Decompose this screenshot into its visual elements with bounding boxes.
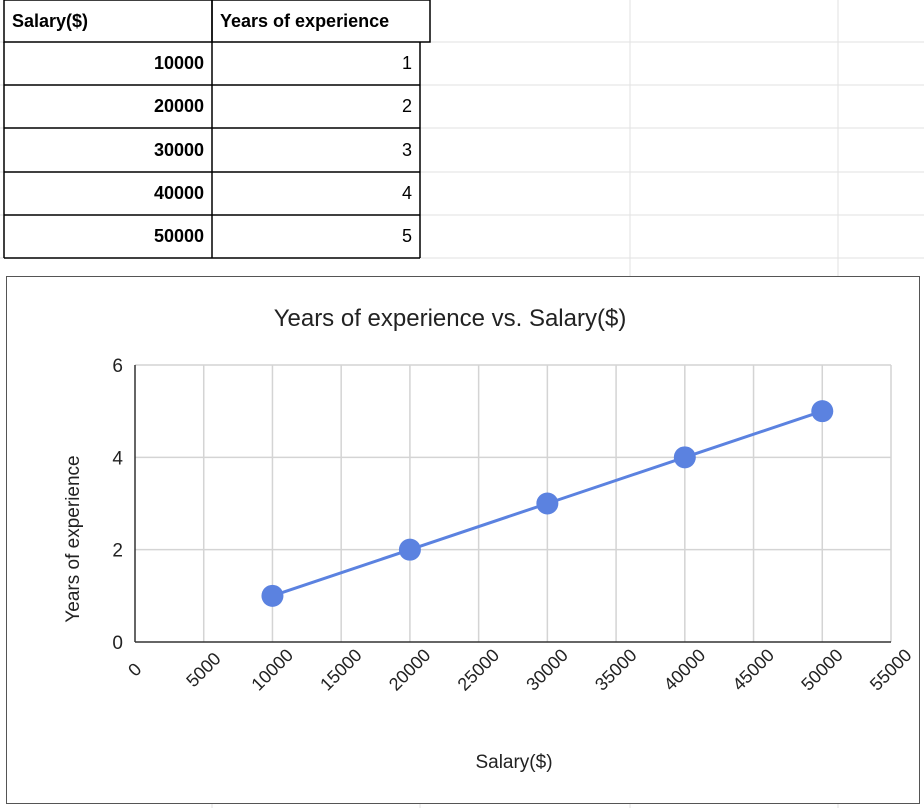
y-tick-label: 0 [112, 633, 123, 654]
data-point [261, 584, 284, 607]
x-tick-label: 40000 [660, 645, 710, 695]
header-salary[interactable]: Salary($) [12, 10, 89, 31]
x-tick-label: 0 [124, 659, 145, 680]
x-tick-label: 10000 [247, 645, 297, 695]
header-years-of-experience[interactable]: Years of experience [220, 10, 390, 31]
x-tick-label: 30000 [522, 645, 572, 695]
chart-title: Years of experience vs. Salary($) [274, 305, 627, 332]
chart-gridlines [135, 364, 892, 642]
series-group [261, 400, 834, 607]
x-tick-labels: 0 5000 10000 15000 20000 25000 30000 35000 40000… [124, 645, 915, 695]
x-tick-label: 25000 [454, 645, 504, 695]
cell-years-2[interactable]: 2 [401, 96, 412, 116]
y-axis-label: Years of experience [63, 455, 84, 622]
x-tick-label: 50000 [797, 645, 847, 695]
x-axis-label: Salary($) [475, 752, 552, 773]
x-tick-label: 15000 [316, 645, 366, 695]
cell-salary-2[interactable]: 20000 [153, 96, 204, 116]
y-tick-label: 2 [112, 541, 123, 562]
cell-salary-5[interactable]: 50000 [153, 226, 204, 246]
data-point [536, 492, 559, 515]
data-point [673, 446, 696, 469]
cell-years-5[interactable]: 5 [401, 226, 412, 246]
line-chart: 0 5000 10000 15000 20000 25000 30000 35000 40000… [63, 305, 916, 773]
cell-years-4[interactable]: 4 [401, 183, 412, 203]
chart-container[interactable]: 0 5000 10000 15000 20000 25000 30000 35000 40000… [6, 276, 920, 804]
data-point [398, 538, 421, 561]
x-tick-label: 45000 [729, 645, 779, 695]
cell-years-3[interactable]: 3 [401, 139, 412, 160]
chart-axes [134, 365, 891, 643]
cell-years-1[interactable]: 1 [401, 53, 412, 73]
cell-salary-4[interactable]: 40000 [153, 183, 204, 203]
data-point [811, 400, 834, 423]
x-tick-label: 35000 [591, 645, 641, 695]
x-tick-label: 5000 [182, 649, 224, 691]
cell-salary-1[interactable]: 10000 [153, 53, 204, 73]
x-tick-label: 55000 [866, 645, 916, 695]
y-tick-label: 4 [112, 448, 123, 469]
y-tick-label: 6 [112, 356, 123, 377]
cell-salary-3[interactable]: 30000 [153, 139, 204, 160]
y-tick-labels: 0 2 4 6 [112, 356, 123, 654]
x-tick-label: 20000 [385, 645, 435, 695]
